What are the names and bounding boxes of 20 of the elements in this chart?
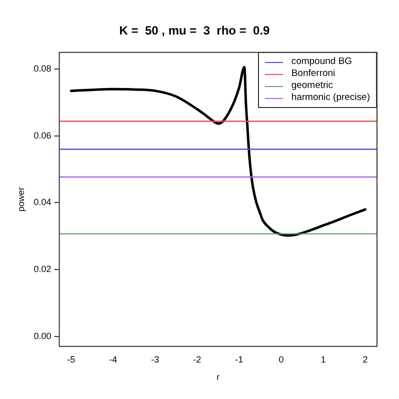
x-axis-title: r <box>216 372 220 382</box>
legend-label: compound BG <box>291 56 352 68</box>
y-tick-label: 0.08 <box>34 64 52 74</box>
x-tick-label: 2 <box>362 354 368 364</box>
legend-label: geometric <box>291 80 334 92</box>
y-tick-label: 0.04 <box>34 197 52 208</box>
y-tick-label: 0.06 <box>34 130 52 140</box>
legend-label: harmonic (precise) <box>291 92 370 104</box>
legend-label: Bonferroni <box>291 68 336 80</box>
y-tick-label: 0.02 <box>34 264 52 274</box>
x-tick-label: -3 <box>151 354 160 364</box>
y-axis-title: power <box>16 187 26 212</box>
x-tick-label: -1 <box>235 354 244 364</box>
chart-title: K = 50 , mu = 3 rho = 0.9 <box>119 24 270 38</box>
x-tick-label: -2 <box>193 354 202 364</box>
x-tick-label: -4 <box>109 354 118 364</box>
x-tick-label: -5 <box>67 354 76 364</box>
y-tick-label: 0.00 <box>34 330 52 341</box>
x-tick-label: 0 <box>278 354 284 364</box>
x-tick-label: 1 <box>320 354 326 364</box>
